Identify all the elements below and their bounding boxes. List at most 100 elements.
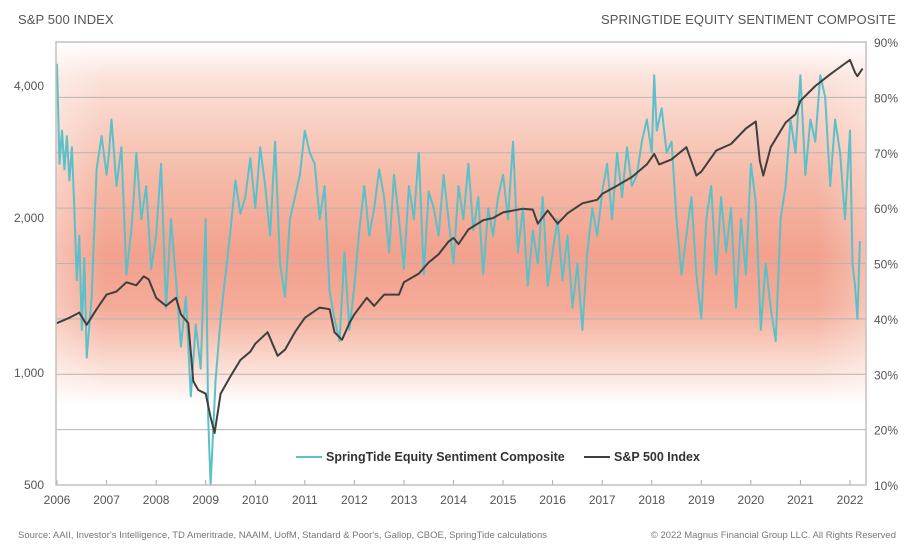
data-point-sentiment [110,118,113,121]
data-point-sp500 [276,355,279,357]
data-point-sentiment [799,74,802,76]
data-point-sentiment [482,273,484,276]
data-point-sp500 [438,253,440,255]
data-point-sentiment [101,135,103,137]
data-point-sp500 [267,331,269,333]
data-point-sentiment [794,152,797,154]
data-point-sp500 [197,389,199,391]
data-point-sentiment [423,273,425,276]
right-tick-label: 90% [874,36,898,50]
data-point-sp500 [762,174,764,177]
data-point-sp500 [333,331,336,333]
data-point-sentiment [363,185,365,187]
x-tick-label: 2013 [391,493,418,507]
data-point-sentiment [596,235,598,237]
data-point-sentiment [81,329,83,331]
data-point-sentiment [338,340,341,342]
data-point-sentiment [666,152,668,154]
data-point-sentiment [388,251,390,254]
data-point-sp500 [616,185,618,187]
data-point-sp500 [482,219,484,221]
data-point-sentiment [556,218,559,220]
data-point-sentiment [185,296,187,298]
data-point-sentiment [854,285,856,287]
data-point-sentiment [467,163,469,165]
data-point-sp500 [581,202,583,204]
x-tick-label: 2016 [539,493,566,507]
data-point-sentiment [566,235,569,237]
data-point-sentiment [512,141,514,143]
data-point-sentiment [289,218,291,220]
data-point-sp500 [192,380,194,382]
data-point-sp500 [254,343,256,345]
data-point-sentiment [670,141,673,143]
data-point-sentiment [547,285,549,287]
data-point-sentiment [224,273,227,276]
data-point-sentiment [700,318,702,320]
data-point-sentiment [133,196,135,198]
data-point-sentiment [309,152,311,154]
left-tick-label: 4,000 [14,79,44,93]
data-point-sentiment [68,179,70,182]
data-point-sp500 [537,223,539,225]
x-tick-label: 2012 [341,493,368,507]
data-point-sentiment [61,130,63,132]
data-point-sp500 [596,199,598,201]
data-point-sp500 [447,240,450,243]
data-point-sp500 [398,293,400,296]
data-point-sentiment [207,417,209,420]
data-point-sentiment [368,235,370,237]
data-point-sentiment [175,279,177,281]
data-point-sp500 [105,293,108,296]
data-point-sentiment [725,251,727,254]
data-point-sentiment [765,262,767,265]
data-point-sentiment [239,213,241,215]
data-point-sentiment [745,273,747,276]
data-point-sentiment [205,218,207,220]
data-point-sentiment [844,218,846,220]
data-point-sentiment [78,235,80,237]
data-point-sp500 [849,59,851,61]
data-point-sentiment [502,174,504,176]
data-point-sentiment [537,262,539,265]
data-point-sentiment [160,163,162,165]
data-point-sentiment [180,345,182,348]
data-point-sentiment [760,329,762,331]
data-point-sp500 [770,146,772,148]
data-point-sp500 [210,416,212,418]
data-point-sentiment [720,196,722,198]
data-point-sp500 [328,308,331,310]
data-point-sp500 [214,432,216,434]
x-tick-label: 2014 [440,493,467,507]
data-point-sentiment [91,296,93,298]
right-tick-label: 80% [874,91,898,105]
data-point-sentiment [244,196,246,198]
data-point-sentiment [740,218,742,220]
data-point-sentiment [229,229,232,231]
x-axis-ticks: 2006 2007 2008 2009 2010 2011 2012 2013 2014 2015… [44,480,864,507]
data-point-sentiment [200,368,202,370]
data-point-sentiment [656,130,658,132]
data-point-sentiment [497,196,499,198]
x-tick-label: 2010 [242,493,269,507]
data-point-sp500 [685,146,688,148]
data-point-sentiment [249,157,251,159]
data-point-sp500 [366,297,368,299]
data-point-sp500 [457,243,460,245]
right-tick-label: 50% [874,258,898,272]
series-layer [56,59,864,486]
data-point-sp500 [566,212,569,214]
data-point-sentiment [105,174,108,176]
data-point-sp500 [700,171,702,173]
data-point-sentiment [814,141,816,143]
data-point-sp500 [861,68,863,70]
data-point-sentiment [115,185,118,187]
data-point-sentiment [170,218,172,220]
right-tick-label: 70% [874,147,898,161]
data-point-sentiment [294,196,296,198]
x-tick-label: 2018 [638,493,665,507]
data-point-sp500 [452,237,455,239]
data-point-sentiment [626,146,628,148]
data-point-sentiment [616,152,618,154]
